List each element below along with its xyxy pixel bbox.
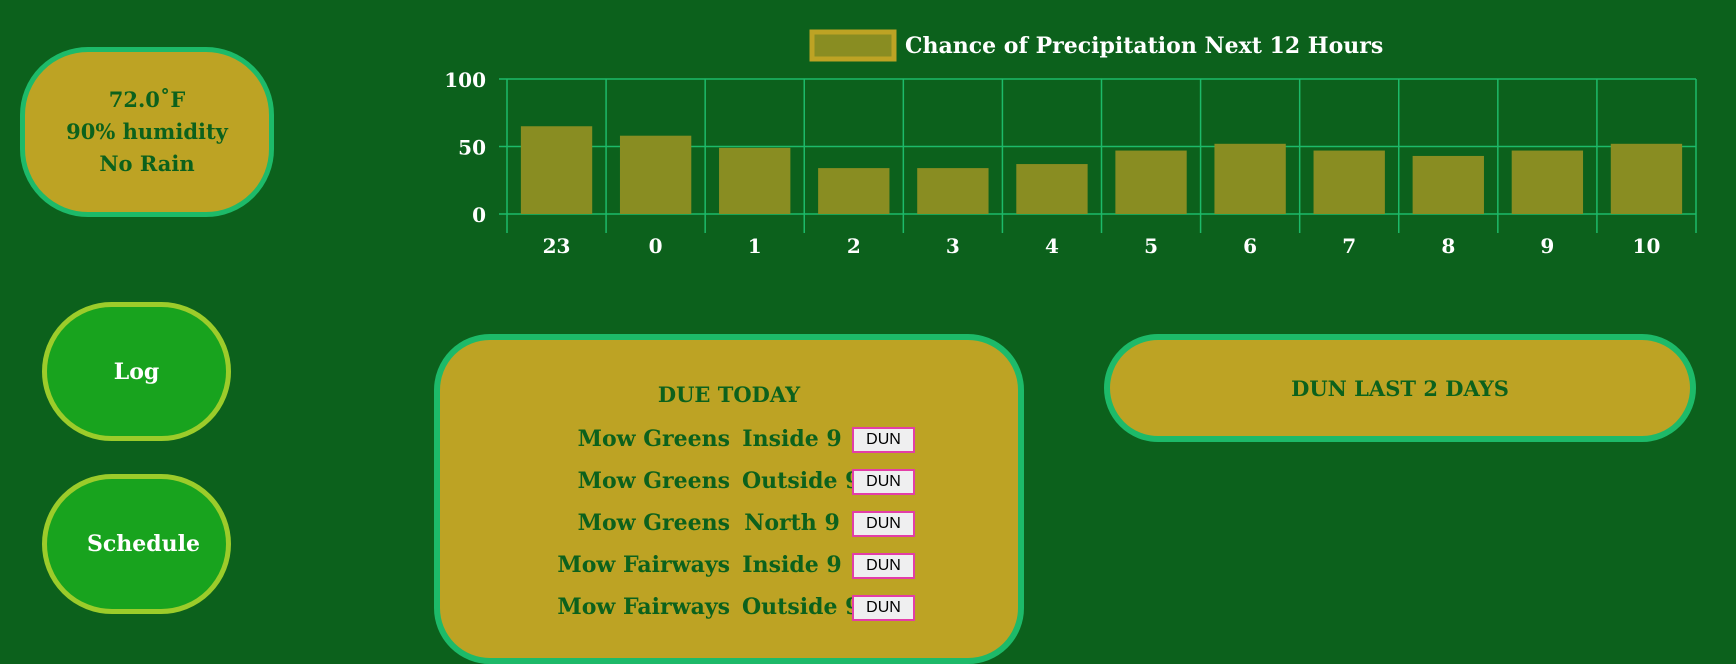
precip-bar bbox=[818, 168, 890, 214]
dun-button[interactable]: DUN bbox=[852, 469, 915, 495]
x-tick-label: 0 bbox=[649, 234, 663, 258]
task-area: Inside 9 bbox=[742, 426, 842, 452]
precip-bar bbox=[619, 135, 692, 214]
done-last-2-days-title: DUN LAST 2 DAYS bbox=[1291, 375, 1509, 401]
task-name: Mow Fairways bbox=[557, 594, 730, 620]
done-last-2-days-panel[interactable]: DUN LAST 2 DAYS bbox=[1104, 334, 1696, 442]
y-tick-label: 100 bbox=[444, 68, 486, 92]
task-name: Mow Greens bbox=[577, 468, 730, 494]
task-area: Outside 9 bbox=[742, 594, 861, 620]
task-row: Mow Fairways Outside 9 DUN bbox=[440, 590, 1018, 624]
x-tick-label: 8 bbox=[1441, 234, 1455, 258]
x-tick-label: 6 bbox=[1243, 234, 1257, 258]
x-tick-label: 1 bbox=[748, 234, 762, 258]
x-tick-label: 4 bbox=[1045, 234, 1059, 258]
due-today-panel: DUE TODAY Mow Greens Inside 9 DUN Mow Green… bbox=[434, 334, 1024, 664]
temperature-text: 72.0˚F bbox=[108, 87, 186, 112]
weather-card: 72.0˚F 90% humidity No Rain bbox=[20, 47, 274, 217]
dun-button[interactable]: DUN bbox=[852, 595, 915, 621]
x-tick-label: 5 bbox=[1144, 234, 1158, 258]
legend-swatch bbox=[809, 29, 897, 62]
precip-bar bbox=[917, 168, 989, 214]
y-tick-label: 0 bbox=[472, 203, 486, 227]
task-row: Mow Fairways Inside 9 DUN bbox=[440, 548, 1018, 582]
dun-button[interactable]: DUN bbox=[852, 553, 915, 579]
x-tick-label: 9 bbox=[1540, 234, 1554, 258]
precip-bar bbox=[719, 147, 791, 214]
dun-button[interactable]: DUN bbox=[852, 427, 915, 453]
x-tick-label: 7 bbox=[1342, 234, 1356, 258]
task-name: Mow Greens bbox=[577, 426, 730, 452]
precipitation-chart: Chance of Precipitation Next 12 Hours 0 5… bbox=[444, 29, 1697, 258]
task-area: Outside 9 bbox=[742, 468, 861, 494]
precip-bar bbox=[1214, 143, 1286, 214]
precip-bar bbox=[1511, 150, 1584, 214]
rain-status-text: No Rain bbox=[99, 151, 195, 176]
humidity-text: 90% humidity bbox=[66, 119, 228, 144]
task-row: Mow Greens Inside 9 DUN bbox=[440, 422, 1018, 456]
task-name: Mow Greens bbox=[577, 510, 730, 536]
schedule-button-label: Schedule bbox=[86, 531, 200, 557]
log-button-label: Log bbox=[113, 358, 160, 385]
due-today-title: DUE TODAY bbox=[657, 382, 801, 407]
x-tick-label: 23 bbox=[543, 234, 571, 258]
x-tick-label: 10 bbox=[1633, 234, 1661, 258]
precip-bar bbox=[1016, 164, 1088, 214]
task-name: Mow Fairways bbox=[557, 552, 730, 578]
schedule-button[interactable]: Schedule bbox=[42, 474, 231, 614]
precip-bar bbox=[1412, 155, 1484, 214]
precip-bar bbox=[520, 126, 593, 214]
task-area: Inside 9 bbox=[742, 552, 842, 578]
task-row: Mow Greens Outside 9 DUN bbox=[440, 464, 1018, 498]
dun-button[interactable]: DUN bbox=[852, 511, 915, 537]
task-row: Mow Greens North 9 DUN bbox=[440, 506, 1018, 540]
task-area: North 9 bbox=[744, 510, 840, 536]
legend-label: Chance of Precipitation Next 12 Hours bbox=[905, 33, 1383, 59]
precip-bar bbox=[1313, 150, 1385, 214]
log-button[interactable]: Log bbox=[42, 302, 231, 441]
precip-bar bbox=[1115, 150, 1187, 214]
x-tick-label: 3 bbox=[946, 234, 960, 258]
precip-bar bbox=[1610, 143, 1683, 214]
x-tick-label: 2 bbox=[847, 234, 861, 258]
y-tick-label: 50 bbox=[458, 136, 486, 160]
